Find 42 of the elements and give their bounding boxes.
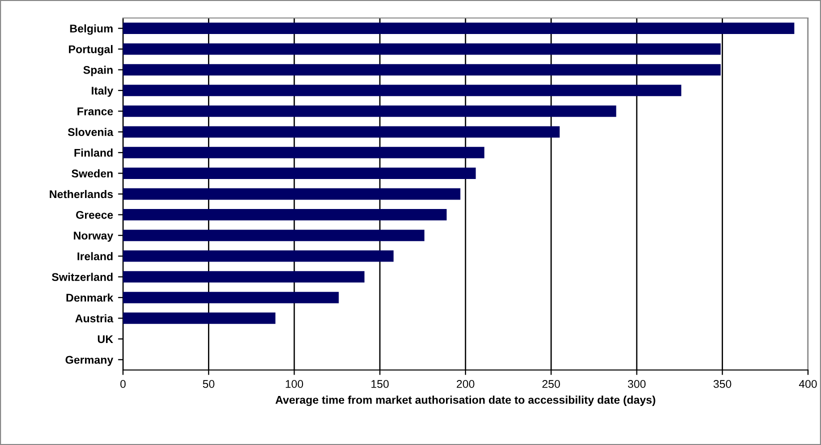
- bar: [123, 168, 476, 179]
- bar: [123, 209, 447, 220]
- y-tick-label: UK: [98, 335, 114, 344]
- x-tick-label: 300: [628, 380, 646, 388]
- y-tick-label: Netherlands: [50, 190, 113, 198]
- bar: [123, 250, 394, 262]
- bar: [123, 271, 364, 283]
- x-tick-label: 0: [120, 380, 126, 388]
- bar: [123, 230, 424, 242]
- y-tick-label: Austria: [75, 314, 114, 322]
- x-tick-label: 200: [456, 380, 474, 388]
- y-tick-label: Switzerland: [52, 272, 113, 281]
- y-tick-label: Italy: [92, 86, 114, 97]
- bar: [123, 84, 682, 96]
- x-tick-label: 350: [714, 380, 732, 388]
- y-tick-label: Germany: [66, 356, 114, 366]
- bar: [123, 146, 484, 158]
- y-tick-label: Portugal: [68, 45, 112, 56]
- x-tick-label: 50: [202, 380, 214, 388]
- bar: [123, 43, 721, 55]
- x-tick-label: 150: [371, 380, 389, 388]
- bar: [123, 22, 794, 34]
- y-tick-label: Belgium: [70, 24, 113, 35]
- y-tick-label: Ireland: [78, 252, 113, 260]
- y-tick-label: Norway: [74, 232, 114, 242]
- y-tick-label: France: [78, 108, 113, 116]
- y-tick-label: Sweden: [72, 169, 113, 178]
- y-tick-label: Spain: [83, 66, 113, 76]
- bar: [123, 64, 721, 76]
- y-tick-label: Slovenia: [68, 128, 114, 136]
- x-tick-label: 400: [798, 380, 817, 388]
- y-tick-label: Finland: [74, 148, 113, 157]
- x-tick-label: 250: [542, 380, 560, 388]
- bar: [123, 105, 616, 117]
- y-tick-label: Denmark: [66, 294, 114, 302]
- y-tick-label: Greece: [76, 210, 113, 219]
- x-axis-title: Average time from market authorisation date to accessibility date (days): [276, 396, 656, 406]
- bar: [123, 126, 560, 138]
- bar: [123, 312, 276, 324]
- x-tick-label: 100: [286, 380, 304, 388]
- bar: [123, 188, 460, 200]
- bar: [123, 292, 339, 304]
